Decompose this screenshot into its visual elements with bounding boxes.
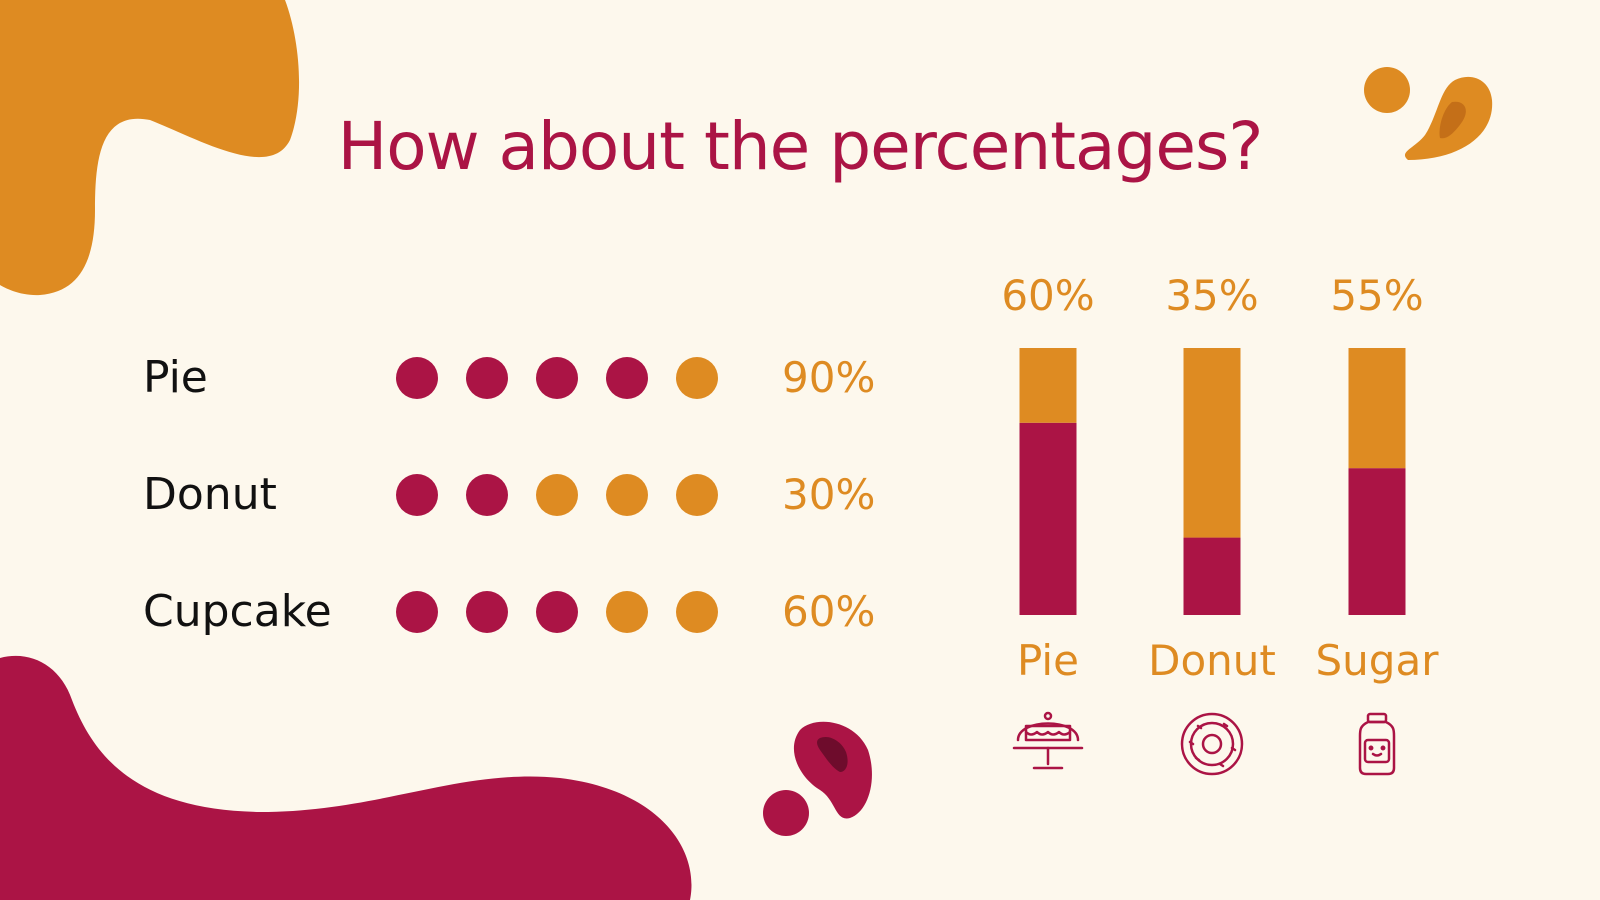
empty-dot (676, 357, 718, 399)
filled-dot (396, 591, 438, 633)
empty-dot (606, 474, 648, 516)
top-left-orange-blob (0, 0, 300, 296)
filled-dot (466, 357, 508, 399)
top-right-orange-drop-small (1364, 67, 1410, 113)
bar-category-label: Donut (1148, 636, 1276, 685)
dot-row-value: 30% (782, 470, 876, 519)
filled-dot (466, 474, 508, 516)
bar-segment-crimson (1183, 537, 1241, 615)
jar-icon (1358, 712, 1396, 776)
page-title: How about the percentages? (337, 108, 1264, 185)
empty-dot (536, 474, 578, 516)
dot-row-label: Donut (143, 469, 277, 520)
empty-dot (676, 474, 718, 516)
filled-dot (536, 357, 578, 399)
bar-category-label: Pie (1017, 636, 1079, 685)
dot-row-value: 60% (782, 587, 876, 636)
filled-dot (466, 591, 508, 633)
dot-row-value: 90% (782, 353, 876, 402)
bottom-left-crimson-blob (0, 655, 692, 900)
filled-dot (396, 357, 438, 399)
cake-stand-icon (1012, 711, 1084, 770)
bar-segment-orange (1348, 348, 1406, 469)
bar-segment-crimson (1019, 422, 1077, 615)
donut-icon (1180, 712, 1244, 776)
filled-dot (396, 474, 438, 516)
filled-dot (536, 591, 578, 633)
bar-value-label: 60% (1001, 271, 1094, 320)
dot-row: Donut 30% (0, 465, 920, 525)
dot-row: Pie 90% (0, 348, 920, 408)
bottom-crimson-drop-small (763, 790, 809, 836)
empty-dot (676, 591, 718, 633)
bar-segment-orange (1019, 348, 1077, 423)
bar-value-label: 55% (1330, 271, 1423, 320)
bar-segment-orange (1183, 348, 1241, 538)
bar-value-label: 35% (1165, 271, 1258, 320)
bottom-crimson-drop (793, 721, 872, 819)
bar-segment-crimson (1348, 468, 1406, 615)
bar-category-label: Sugar (1316, 636, 1440, 685)
filled-dot (606, 357, 648, 399)
dot-row-label: Cupcake (143, 586, 332, 637)
dot-row-label: Pie (143, 352, 208, 403)
empty-dot (606, 591, 648, 633)
dot-row: Cupcake 60% (0, 582, 920, 642)
